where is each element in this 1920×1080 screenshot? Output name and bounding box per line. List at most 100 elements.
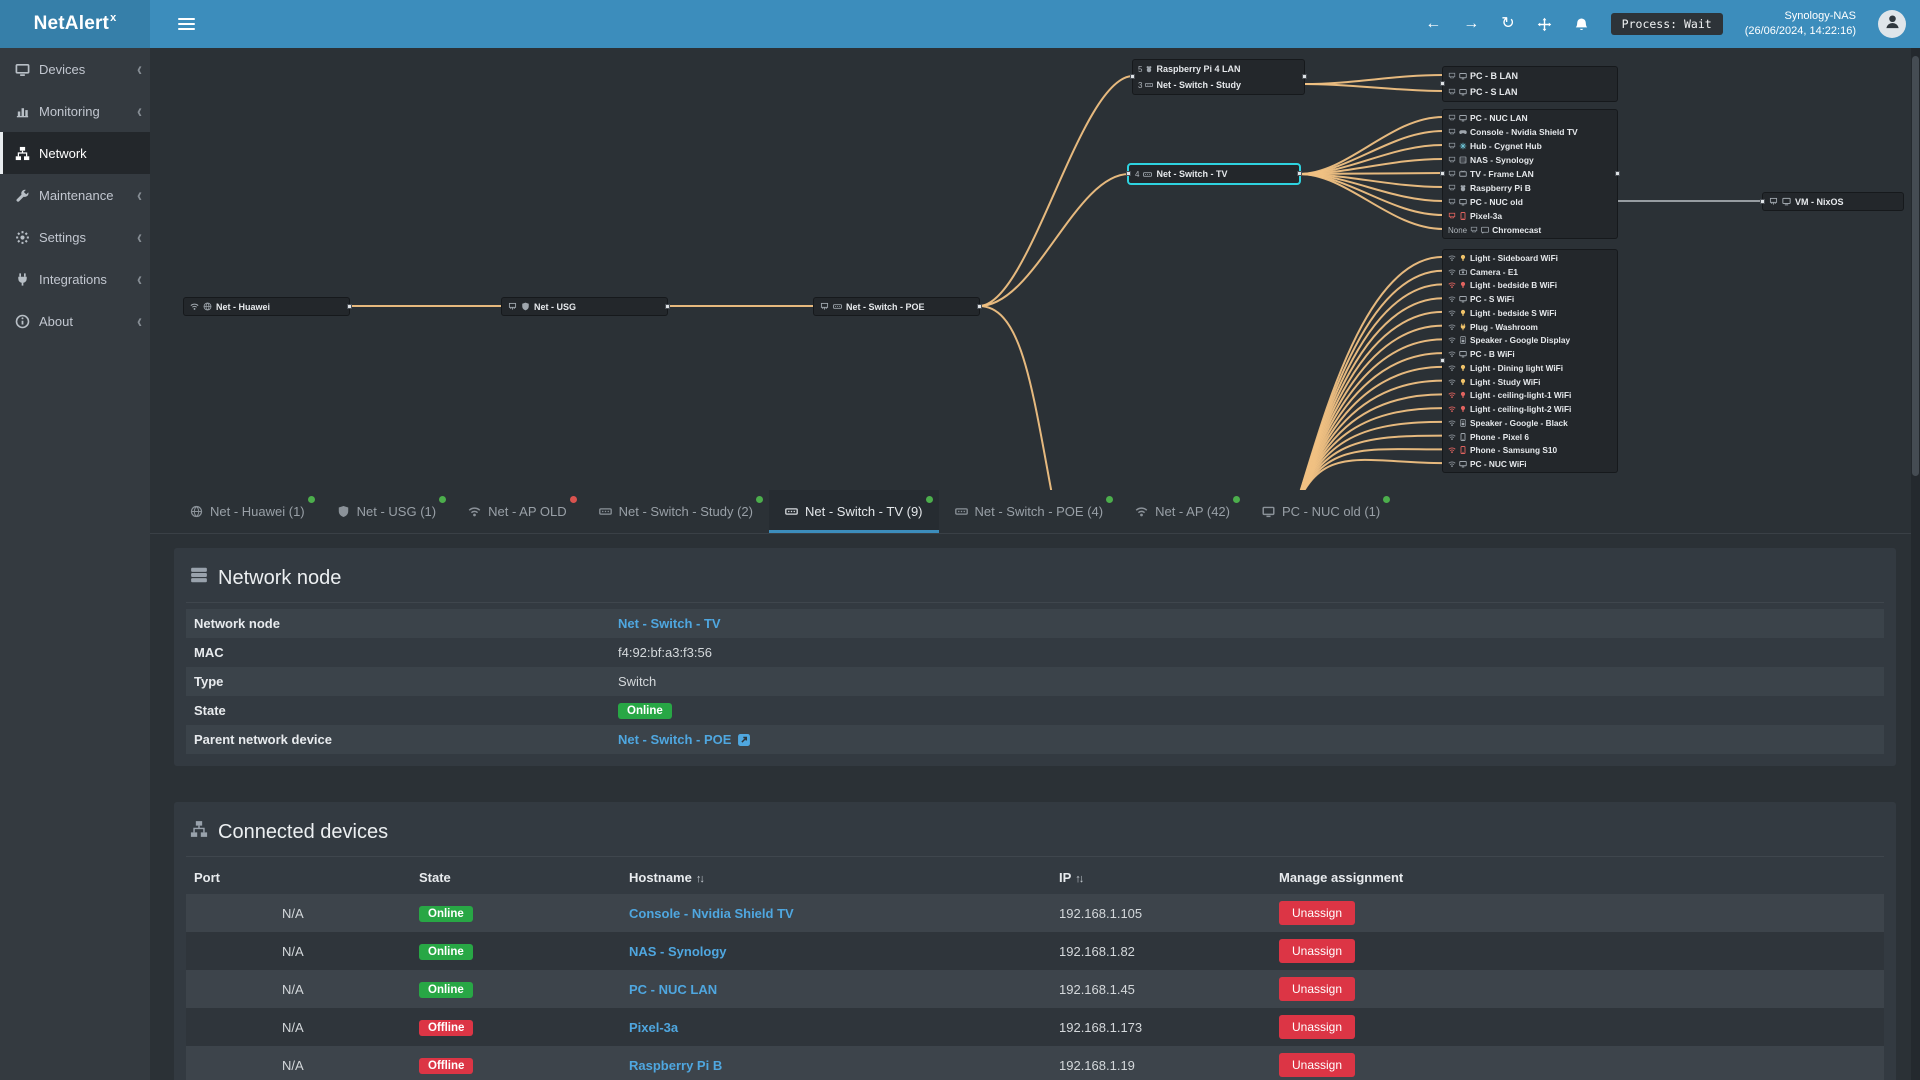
topology-device-speaker-google-black[interactable]: Speaker - Google - Black xyxy=(1443,416,1617,430)
chart-icon xyxy=(16,107,28,117)
topology-device-light-ceiling-light-1-wifi[interactable]: Light - ceiling-light-1 WiFi xyxy=(1443,389,1617,403)
app-logo[interactable]: NetAlert x xyxy=(0,0,150,48)
tab-net-usg-1[interactable]: Net - USG (1) xyxy=(321,490,452,533)
field-row-network-node: Network node Net - Switch - TV xyxy=(186,609,1884,638)
tab-net-switch-tv-9[interactable]: Net - Switch - TV (9) xyxy=(769,490,939,533)
phone-icon xyxy=(1460,432,1466,441)
topology-link xyxy=(1301,407,1444,490)
topology-node-net-usg[interactable]: Net - USG xyxy=(502,298,670,315)
topology-device-pc-nuc-lan[interactable]: PC - NUC LAN xyxy=(1443,111,1617,125)
topology-device-tv-frame-lan[interactable]: TV - Frame LAN xyxy=(1443,167,1617,181)
tab-pc-nuc-old-1[interactable]: PC - NUC old (1) xyxy=(1246,490,1396,533)
topology-device-raspberry-pi-4-lan[interactable]: 5 Raspberry Pi 4 LAN xyxy=(1138,64,1241,74)
hostname-link[interactable]: Raspberry Pi B xyxy=(629,1057,723,1073)
wifi-icon xyxy=(1135,507,1148,517)
topology-device-light-ceiling-light-2-wifi[interactable]: Light - ceiling-light-2 WiFi xyxy=(1443,402,1617,416)
topology-node-net-huawei[interactable]: Net - Huawei xyxy=(184,298,352,315)
refresh-icon[interactable]: ↻ xyxy=(1501,15,1515,32)
connector-handle xyxy=(1126,171,1131,176)
sidebar-item-settings[interactable]: Settings ‹ xyxy=(0,216,150,258)
state-badge: Offline xyxy=(419,1019,474,1036)
topology-device-pc-s-lan[interactable]: PC - S LAN xyxy=(1443,84,1617,100)
column-header-ip[interactable]: IP ↑↓ xyxy=(1059,870,1084,885)
topology-device-phone-samsung-s10[interactable]: Phone - Samsung S10 xyxy=(1443,444,1617,458)
tab-net-huawei-1[interactable]: Net - Huawei (1) xyxy=(174,490,321,533)
unassign-button[interactable]: Unassign xyxy=(1279,977,1356,1001)
tab-net-ap-old[interactable]: Net - AP OLD xyxy=(452,490,583,533)
sitemap-icon xyxy=(190,820,208,844)
topology-device-speaker-google-display[interactable]: Speaker - Google Display xyxy=(1443,334,1617,348)
topology-node-net-switch-poe[interactable]: Net - Switch - POE xyxy=(814,298,982,315)
topology-device-chromecast[interactable]: None Chromecast xyxy=(1448,225,1542,235)
node-tabs: Net - Huawei (1) Net - USG (1) Net - AP OL… xyxy=(150,490,1920,534)
topology-device-pc-b-lan[interactable]: PC - B LAN xyxy=(1443,68,1617,84)
topology-device-raspberry-pi-b[interactable]: Raspberry Pi B xyxy=(1443,181,1617,195)
sidebar-item-integrations[interactable]: Integrations ‹ xyxy=(0,258,150,300)
field-row-parent-network-device: Parent network device Net - Switch - POE xyxy=(186,725,1884,754)
unassign-button[interactable]: Unassign xyxy=(1279,901,1356,925)
topology-node-vm-nixos[interactable]: VM - NixOS xyxy=(1760,193,1903,210)
topology-device-pc-b-wifi[interactable]: PC - B WiFi xyxy=(1443,347,1617,361)
topology-device-pc-nuc-old[interactable]: PC - NUC old xyxy=(1443,195,1617,209)
topology-device-phone-pixel-6[interactable]: Phone - Pixel 6 xyxy=(1443,430,1617,444)
sidebar-item-network[interactable]: Network xyxy=(0,132,150,174)
user-avatar[interactable] xyxy=(1878,10,1906,38)
hostname-link[interactable]: Console - Nvidia Shield TV xyxy=(629,905,794,921)
unassign-button[interactable]: Unassign xyxy=(1279,1053,1356,1077)
page-scrollbar[interactable] xyxy=(1911,48,1920,1080)
user-icon xyxy=(1885,15,1899,29)
status-dot xyxy=(1233,496,1240,503)
unassign-button[interactable]: Unassign xyxy=(1279,1015,1356,1039)
back-icon[interactable]: ← xyxy=(1425,15,1442,32)
topology-device-pc-nuc-wifi[interactable]: PC - NUC WiFi xyxy=(1443,457,1617,471)
parent-node-link[interactable]: Net - Switch - POE xyxy=(618,732,732,747)
manage-cell: Unassign xyxy=(1271,932,1884,970)
topology-device-net-switch-study[interactable]: 3 Net - Switch - Study xyxy=(1138,80,1241,90)
forward-icon[interactable]: → xyxy=(1463,15,1480,32)
sidebar-item-about[interactable]: About ‹ xyxy=(0,300,150,342)
unassign-button[interactable]: Unassign xyxy=(1279,939,1356,963)
topology-device-camera-e1[interactable]: Camera - E1 xyxy=(1443,265,1617,279)
tab-label: Net - AP OLD xyxy=(488,504,567,519)
process-status-badge: Process: Wait xyxy=(1610,13,1723,35)
pc-icon xyxy=(1459,351,1467,358)
tab-net-switch-study-2[interactable]: Net - Switch - Study (2) xyxy=(583,490,769,533)
sort-icon[interactable]: ↑↓ xyxy=(1075,873,1084,885)
scrollbar-thumb[interactable] xyxy=(1912,56,1919,476)
sidebar-item-maintenance[interactable]: Maintenance ‹ xyxy=(0,174,150,216)
hostname-link[interactable]: NAS - Synology xyxy=(629,943,727,959)
eth-icon xyxy=(1448,156,1456,163)
topology-device-pc-s-wifi[interactable]: PC - S WiFi xyxy=(1443,292,1617,306)
topology-device-pixel-3a[interactable]: Pixel-3a xyxy=(1443,209,1617,223)
light-icon xyxy=(1460,254,1466,261)
topology-device-plug-washroom[interactable]: Plug - Washroom xyxy=(1443,320,1617,334)
topology-device-hub-cygnet-hub[interactable]: Hub - Cygnet Hub xyxy=(1443,139,1617,153)
topology-device-light-bedside-b-wifi[interactable]: Light - bedside B WiFi xyxy=(1443,279,1617,293)
notifications-bell-icon[interactable] xyxy=(1574,17,1589,32)
column-header-hostname[interactable]: Hostname ↑↓ xyxy=(629,870,705,885)
network-node-title: Network node xyxy=(186,556,1884,603)
tab-net-ap-42[interactable]: Net - AP (42) xyxy=(1119,490,1246,533)
topology-device-light-sideboard-wifi[interactable]: Light - Sideboard WiFi xyxy=(1443,251,1617,265)
topology-device-console-nvidia-shield-tv[interactable]: Console - Nvidia Shield TV xyxy=(1443,125,1617,139)
move-icon[interactable] xyxy=(1537,17,1552,32)
topology-node-net-switch-tv[interactable]: 4 Net - Switch - TV xyxy=(1126,163,1302,185)
speaker-icon xyxy=(1460,418,1466,427)
eth-icon xyxy=(1448,198,1456,205)
topology-device-light-dining-light-wifi[interactable]: Light - Dining light WiFi xyxy=(1443,361,1617,375)
sidebar-item-monitoring[interactable]: Monitoring ‹ xyxy=(0,90,150,132)
wifi-icon xyxy=(1448,324,1456,330)
tab-net-switch-poe-4[interactable]: Net - Switch - POE (4) xyxy=(939,490,1120,533)
hostname-link[interactable]: Pixel-3a xyxy=(629,1019,679,1035)
topology-device-light-study-wifi[interactable]: Light - Study WiFi xyxy=(1443,375,1617,389)
wifi-icon xyxy=(1448,406,1456,413)
topology-device-light-bedside-s-wifi[interactable]: Light - bedside S WiFi xyxy=(1443,306,1617,320)
node-link[interactable]: Net - Switch - TV xyxy=(618,616,721,631)
sidebar-item-devices[interactable]: Devices ‹ xyxy=(0,48,150,90)
topology-device-nas-synology[interactable]: NAS - Synology xyxy=(1443,153,1617,167)
hamburger-menu-icon[interactable] xyxy=(172,12,201,36)
topbar: NetAlert x ← → ↻ Process: Wait Synology-N… xyxy=(0,0,1920,48)
topology-link xyxy=(1302,434,1444,490)
hostname-link[interactable]: PC - NUC LAN xyxy=(629,981,718,997)
sort-icon[interactable]: ↑↓ xyxy=(695,873,705,885)
